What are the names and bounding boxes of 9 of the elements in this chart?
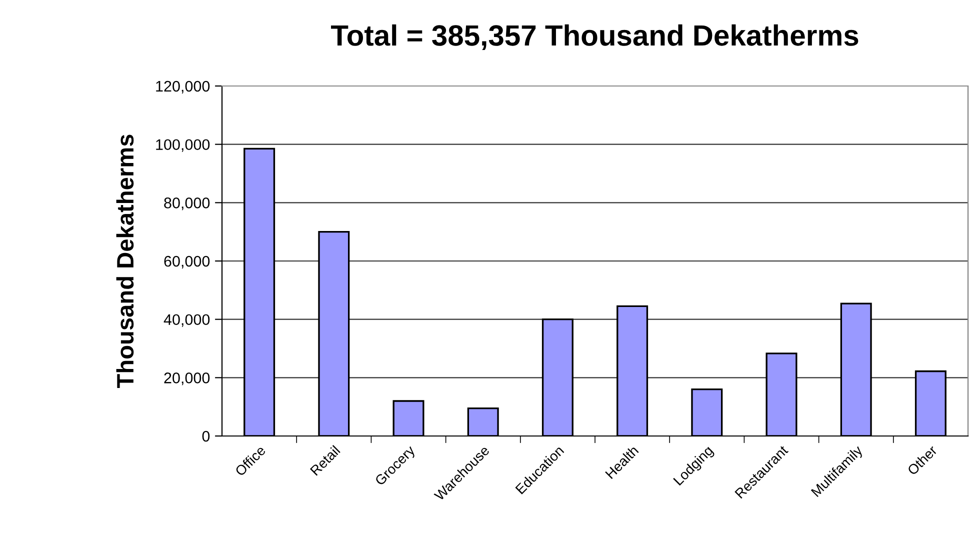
y-tick-label: 40,000 — [164, 314, 210, 327]
y-axis-title: Thousand Dekatherms — [116, 134, 134, 388]
y-tick-label: 60,000 — [164, 256, 210, 268]
y-tick-label: 20,000 — [164, 372, 210, 386]
y-tick-label: 0 — [202, 430, 210, 442]
y-tick-label: 80,000 — [164, 198, 210, 210]
y-tick-label: 100,000 — [156, 139, 210, 152]
chart-title: Total = 385,357 Thousand Dekatherms — [330, 24, 858, 50]
y-tick-label: 120,000 — [156, 80, 210, 94]
